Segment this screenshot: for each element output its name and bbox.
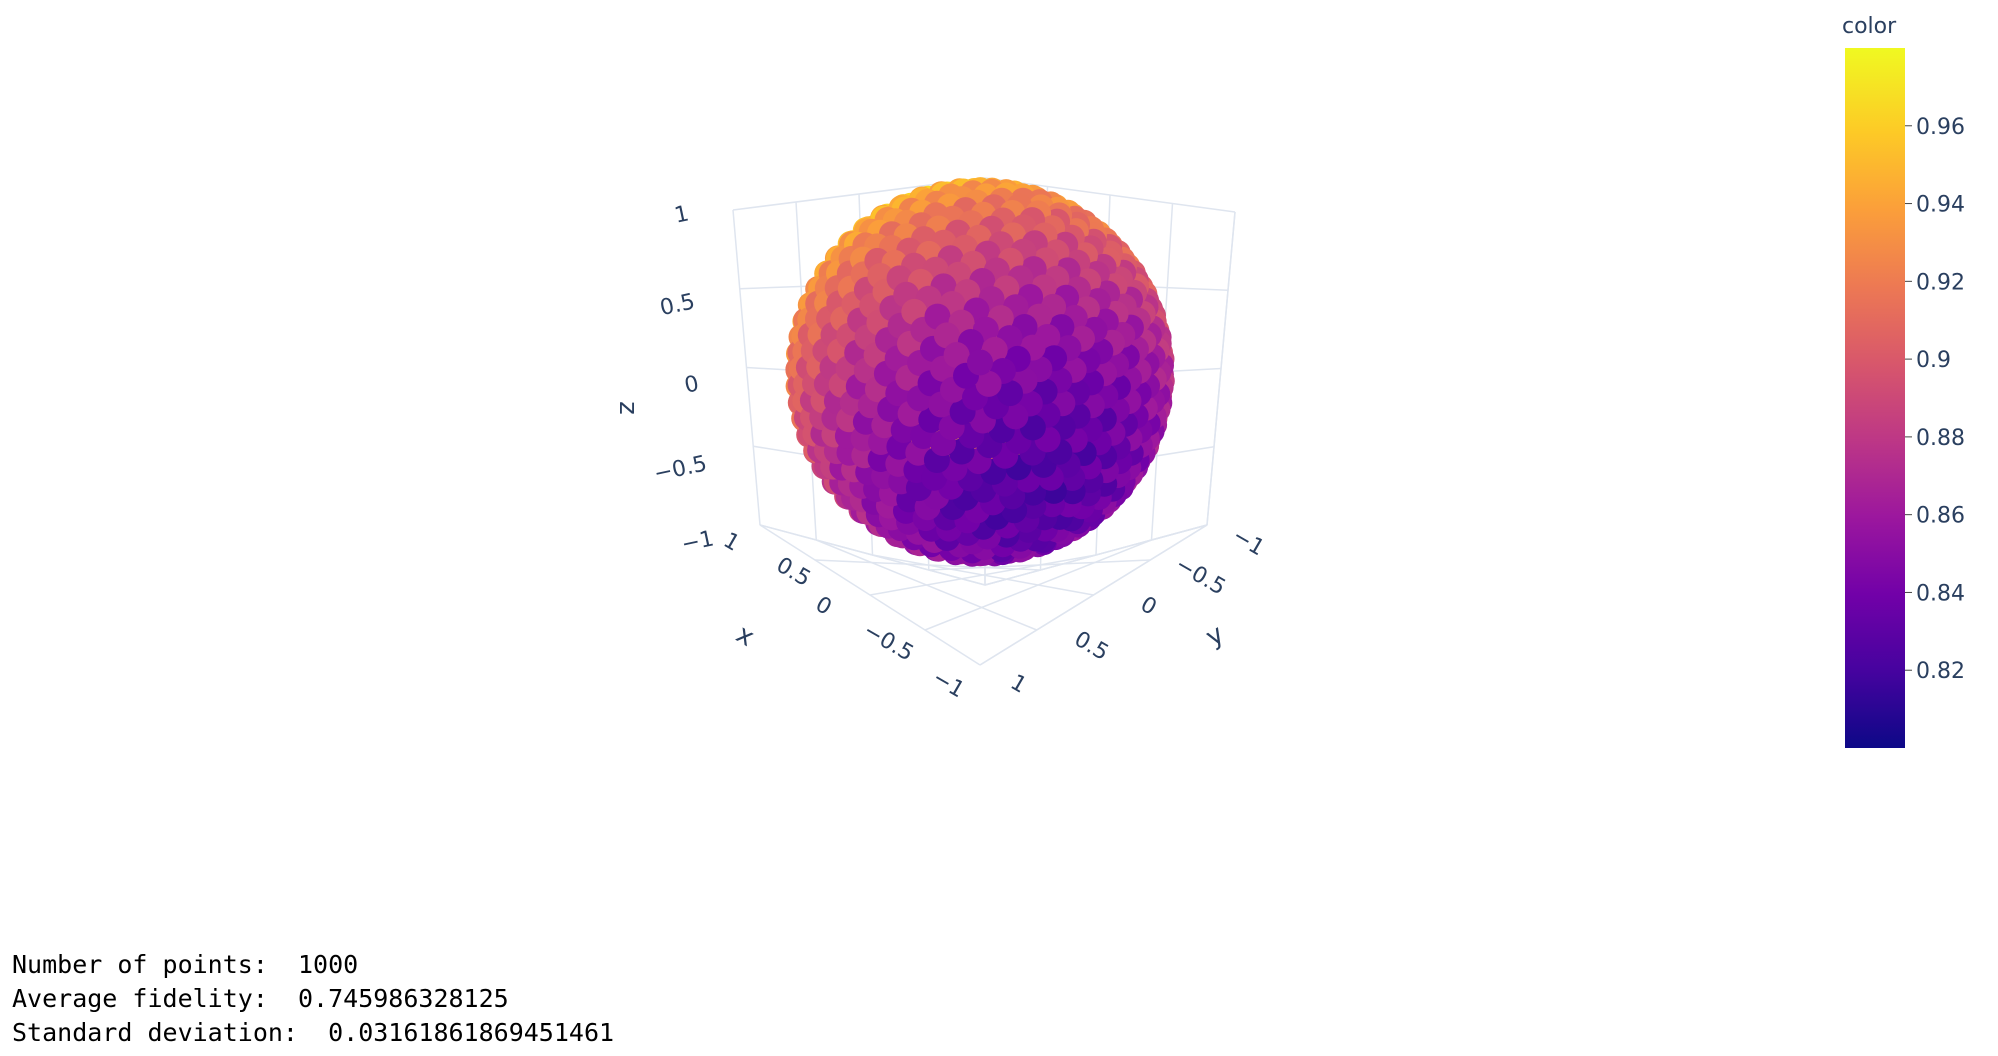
x-axis-title: x [731, 619, 759, 653]
stat-label: Number of points: [12, 950, 268, 979]
scatter-point [967, 349, 993, 376]
stat-value: 1000 [297, 950, 359, 979]
scatter-points [785, 177, 1175, 567]
colorbar-tick-label: 0.94 [1916, 193, 1965, 218]
colorbar-title: color [1842, 14, 1897, 39]
stat-line: Standard deviation: 0.03161861869451461 [12, 1016, 614, 1050]
colorbar-tick-label: 0.86 [1916, 504, 1965, 529]
scatter-point [975, 370, 1002, 397]
colorbar-tick-label: 0.84 [1916, 581, 1965, 606]
y-axis-title: y [1201, 619, 1229, 653]
x-tick-label: −1 [928, 665, 969, 703]
scatter-point [933, 322, 960, 349]
y-tick-label: 0.5 [1070, 627, 1113, 666]
z-tick-label: 1 [672, 201, 691, 228]
colorbar-tick-label: 0.88 [1916, 426, 1965, 451]
stats-output: Number of points: 1000 Average fidelity: … [12, 948, 614, 1050]
colorbar-gradient [1845, 48, 1905, 748]
colorbar-tick-label: 0.92 [1916, 270, 1965, 295]
stat-label: Average fidelity: [12, 984, 268, 1013]
stat-line: Number of points: 1000 [12, 948, 614, 982]
x-tick-label: 1 [719, 528, 744, 557]
colorbar: color 0.96 0.94 0.92 0.9 0.88 0.86 0.84 0.82 [1842, 14, 1965, 748]
colorbar-tick-label: 0.96 [1916, 115, 1965, 140]
z-tick-label: −1 [679, 526, 716, 557]
x-tick-label: −0.5 [859, 618, 918, 666]
x-tick-label: 0.5 [772, 553, 815, 592]
colorbar-ticks: 0.96 0.94 0.92 0.9 0.88 0.86 0.84 0.82 [1905, 115, 1965, 684]
y-tick-label: −1 [1228, 523, 1269, 561]
x-tick-label: 0 [811, 592, 836, 621]
colorbar-tick-label: 0.82 [1916, 659, 1965, 684]
scatter-point [943, 342, 970, 368]
scatter-point [997, 380, 1023, 407]
stat-line: Average fidelity: 0.745986328125 [12, 982, 614, 1016]
y-tick-label: −0.5 [1171, 552, 1230, 600]
stat-label: Standard deviation: [12, 1018, 298, 1047]
z-tick-label: 0 [682, 371, 701, 398]
colorbar-tick-label: 0.9 [1916, 348, 1951, 373]
z-axis-title: z [613, 401, 643, 415]
z-tick-label: 0.5 [658, 289, 697, 321]
scatter-point [1002, 403, 1029, 430]
stat-value: 0.03161861869451461 [328, 1018, 615, 1047]
y-tick-label: 0 [1136, 592, 1161, 621]
stat-value: 0.745986328125 [297, 984, 509, 1013]
y-tick-label: 1 [1006, 670, 1031, 699]
z-tick-label: −0.5 [652, 451, 709, 487]
